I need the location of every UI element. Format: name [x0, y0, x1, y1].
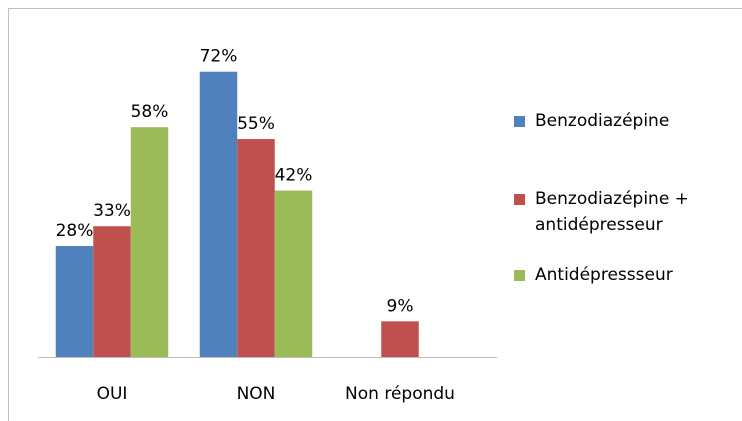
x-tick-label: OUI — [97, 384, 128, 404]
bar — [55, 246, 94, 357]
chart-frame — [8, 8, 742, 421]
legend-item: Antidépressseur — [514, 262, 673, 288]
legend-swatch — [514, 116, 525, 127]
bar — [130, 127, 169, 357]
legend-item: Benzodiazépine + antidépresseur — [514, 186, 714, 238]
data-label: 9% — [387, 296, 414, 316]
bar — [381, 321, 419, 357]
legend-item: Benzodiazépine — [514, 108, 669, 134]
x-tick-label: Non répondu — [345, 384, 455, 404]
data-label: 58% — [131, 102, 169, 122]
legend-swatch — [514, 194, 525, 205]
bar — [93, 226, 131, 357]
data-label: 55% — [237, 114, 275, 134]
legend-swatch — [514, 270, 525, 281]
data-label: 33% — [93, 201, 131, 221]
data-label: 72% — [200, 47, 238, 67]
bar — [274, 190, 313, 357]
legend-label: Antidépressseur — [535, 265, 673, 285]
legend-label: Benzodiazépine — [535, 111, 670, 131]
data-label: 28% — [56, 221, 94, 241]
bar — [237, 139, 275, 357]
x-tick-label: NON — [237, 384, 276, 404]
legend-label: Benzodiazépine + antidépresseur — [535, 189, 689, 235]
bar — [199, 71, 238, 357]
data-label: 42% — [275, 166, 313, 186]
